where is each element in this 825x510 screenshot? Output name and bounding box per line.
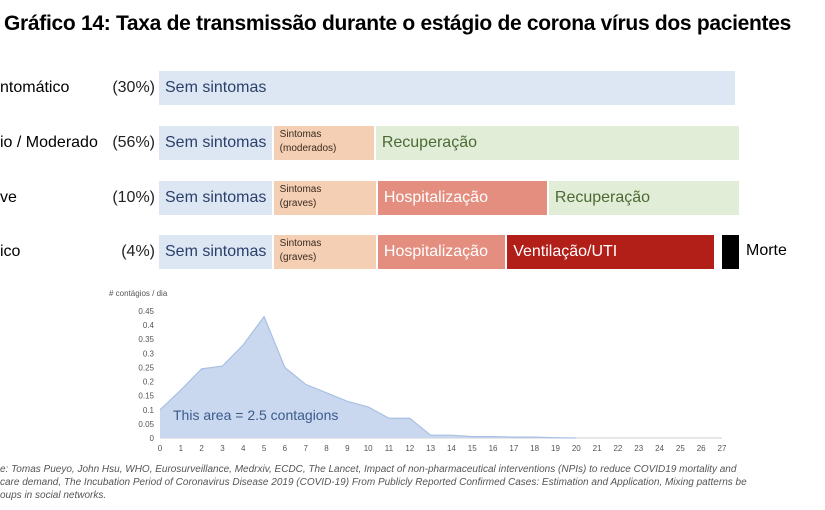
stage-segment-1-2: Recuperação	[375, 126, 739, 160]
y-tick-label-2: 0.1	[143, 406, 155, 415]
chart-title: Gráfico 14: Taxa de transmissão durante …	[4, 12, 792, 35]
x-tick-label-21: 21	[593, 444, 602, 453]
area-annotation: This area = 2.5 contagions	[173, 407, 338, 423]
x-tick-label-13: 13	[426, 444, 435, 453]
x-tick-label-12: 12	[405, 444, 414, 453]
stage-segment-3-0: Sem sintomas	[159, 235, 272, 269]
stage-text-3-2: Hospitalização	[383, 243, 488, 260]
y-axis-label: # contágios / dia	[109, 289, 168, 298]
stage-text-2-3: Recuperação	[554, 189, 651, 206]
source-note: e: Tomas Pueyo, John Hsu, WHO, Eurosurve…	[0, 463, 825, 502]
row-percent-1: (56%)	[112, 134, 155, 151]
stage-text-2-1: Sintomas (graves)	[279, 184, 322, 209]
x-tick-label-10: 10	[364, 444, 373, 453]
x-tick-label-1: 1	[179, 444, 184, 453]
source-line-2: care demand, The Incubation Period of Co…	[0, 477, 747, 488]
x-tick-label-15: 15	[468, 444, 477, 453]
y-tick-label-1: 0.05	[138, 420, 154, 429]
y-tick-label-4: 0.2	[143, 378, 155, 387]
stage-text-1-1: Sintomas (moderados)	[279, 129, 337, 154]
death-label: Morte	[746, 242, 787, 259]
stage-text-3-1: Sintomas (graves)	[279, 238, 322, 263]
x-tick-label-20: 20	[572, 444, 581, 453]
row-percent-2: (10%)	[112, 189, 155, 206]
stage-text-2-2: Hospitalização	[383, 189, 488, 206]
x-tick-label-7: 7	[303, 444, 308, 453]
row-label-1: io / Moderado	[0, 134, 98, 151]
stage-text-3-3: Ventilação/UTI	[513, 243, 618, 260]
x-tick-label-26: 26	[697, 444, 706, 453]
x-tick-label-25: 25	[676, 444, 685, 453]
x-tick-label-18: 18	[530, 444, 539, 453]
x-tick-label-23: 23	[634, 444, 643, 453]
source-line-1: e: Tomas Pueyo, John Hsu, WHO, Eurosurve…	[0, 464, 737, 475]
stage-segment-2-3: Recuperação	[548, 181, 739, 215]
stage-segment-3-4	[721, 235, 739, 269]
stage-text-1-0: Sem sintomas	[165, 134, 267, 151]
y-tick-label-3: 0.15	[138, 392, 154, 401]
stage-text-2-0: Sem sintomas	[165, 189, 267, 206]
row-percent-0: (30%)	[112, 79, 155, 96]
stage-text-1-2: Recuperação	[381, 134, 477, 151]
stage-segment-1-0: Sem sintomas	[159, 126, 272, 160]
stage-text-3-0: Sem sintomas	[165, 243, 267, 260]
x-tick-label-2: 2	[199, 444, 204, 453]
row-label-2: ve	[0, 189, 17, 206]
x-tick-label-4: 4	[241, 444, 246, 453]
x-tick-label-5: 5	[262, 444, 267, 453]
stage-segment-0-0: Sem sintomas	[159, 71, 735, 105]
x-tick-label-8: 8	[324, 444, 329, 453]
y-tick-label-5: 0.25	[138, 363, 154, 372]
x-tick-label-16: 16	[489, 444, 498, 453]
x-tick-label-6: 6	[283, 444, 288, 453]
y-tick-label-9: 0.45	[138, 307, 154, 316]
x-tick-label-22: 22	[613, 444, 622, 453]
x-tick-label-14: 14	[447, 444, 456, 453]
x-tick-label-0: 0	[158, 444, 163, 453]
stage-segment-2-1: Sintomas (graves)	[273, 181, 376, 215]
area-fill	[160, 316, 577, 438]
row-percent-3: (4%)	[121, 243, 155, 260]
x-tick-label-19: 19	[551, 444, 560, 453]
stage-segment-2-2: Hospitalização	[377, 181, 547, 215]
y-tick-label-7: 0.35	[138, 335, 154, 344]
area-line	[159, 315, 577, 439]
source-line-3: oups in social networks.	[0, 490, 107, 501]
stage-segment-3-3: Ventilação/UTI	[507, 235, 714, 269]
stage-segment-2-0: Sem sintomas	[159, 181, 272, 215]
row-label-3: ico	[0, 243, 21, 260]
stage-segment-3-1: Sintomas (graves)	[273, 235, 376, 269]
stage-segment-3-2: Hospitalização	[377, 235, 506, 269]
x-tick-label-27: 27	[718, 444, 727, 453]
stage-segment-1-1: Sintomas (moderados)	[273, 126, 374, 160]
stage-text-0-0: Sem sintomas	[165, 79, 267, 96]
x-tick-label-24: 24	[655, 444, 664, 453]
x-tick-label-9: 9	[345, 444, 350, 453]
y-tick-label-8: 0.4	[143, 321, 155, 330]
row-label-0: ntomático	[0, 79, 70, 96]
x-tick-label-3: 3	[220, 444, 225, 453]
x-tick-label-11: 11	[385, 444, 394, 453]
x-tick-label-17: 17	[509, 444, 518, 453]
y-tick-label-6: 0.3	[143, 349, 155, 358]
y-tick-label-0: 0	[150, 434, 155, 443]
